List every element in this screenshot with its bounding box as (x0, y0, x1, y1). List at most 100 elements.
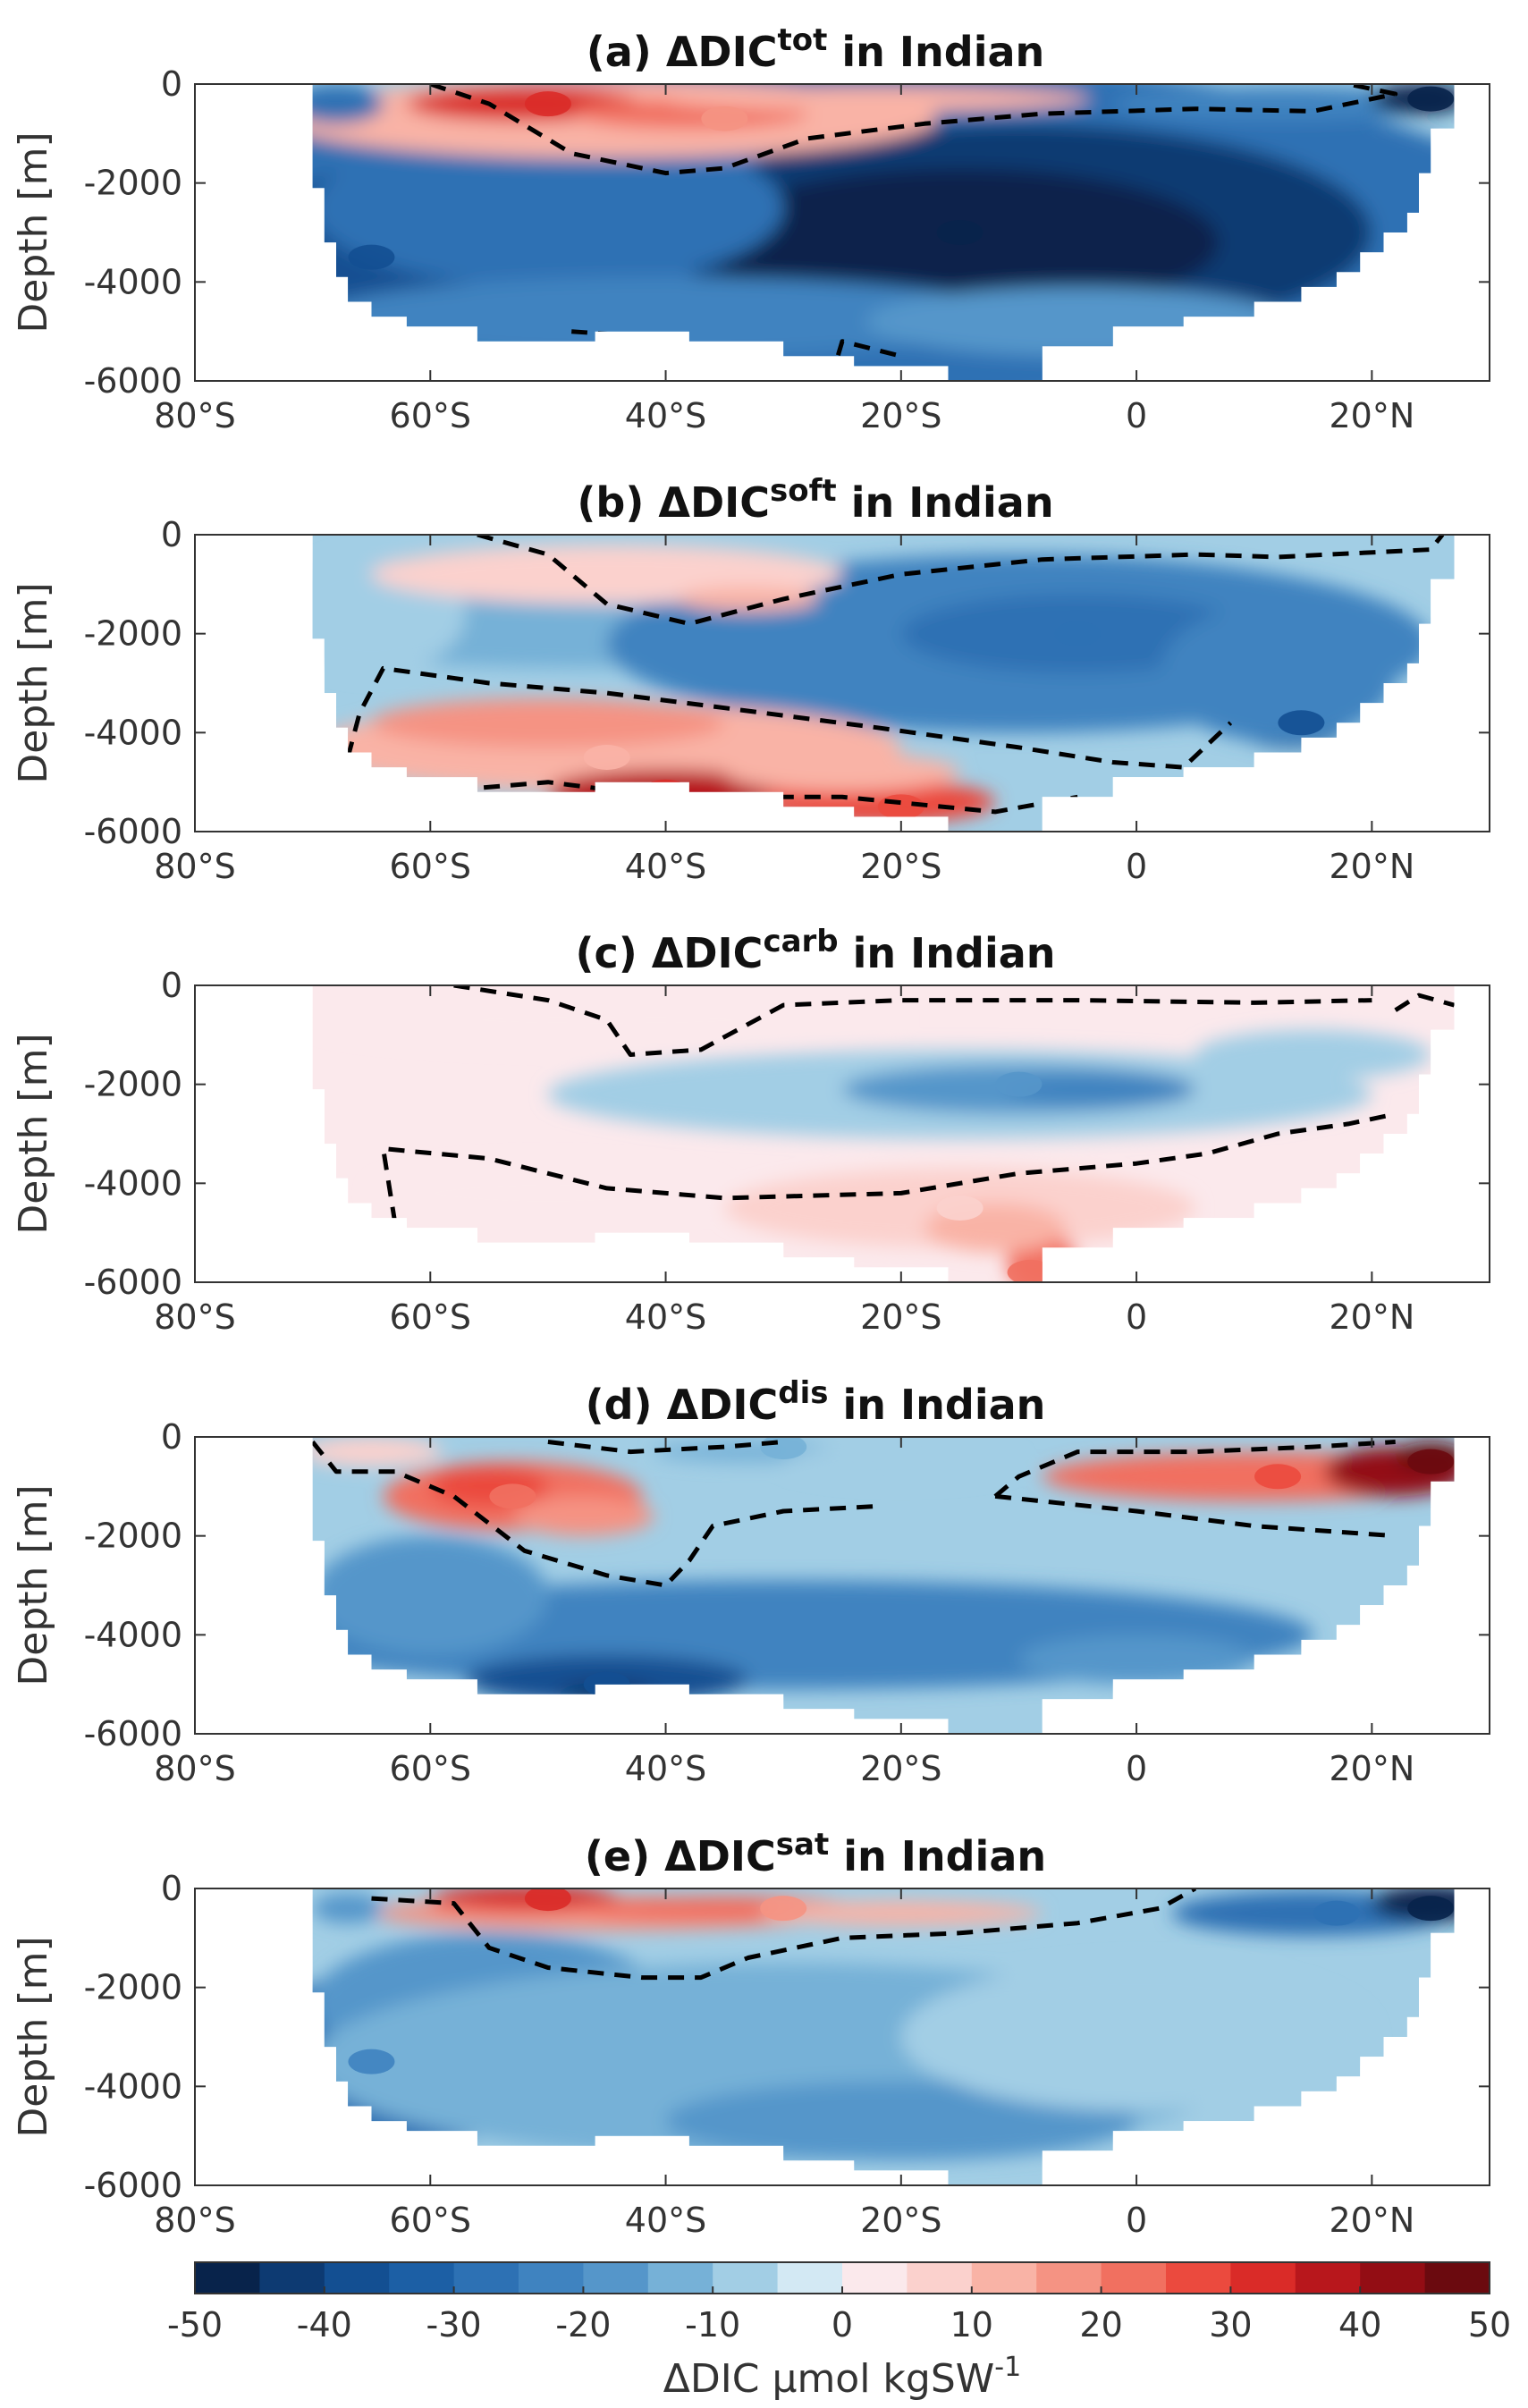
field-feature (524, 1888, 571, 1912)
y-tick-label: -4000 (84, 262, 182, 301)
axes-frame (194, 1888, 1490, 2186)
y-tick-label: -6000 (84, 1714, 182, 1753)
field-feature (936, 1196, 983, 1221)
x-tick-label: 60°S (390, 1297, 471, 1337)
x-tick-label: 60°S (390, 1749, 471, 1788)
colorbar-label: ΔDIC μmol kgSW-1 (663, 2352, 1021, 2402)
colorbar-segment (453, 2262, 519, 2294)
title-sup: dis (778, 1375, 828, 1411)
x-tick-label: 60°S (390, 396, 471, 435)
x-tick-label: 40°S (625, 1749, 706, 1788)
colorbar-segment (583, 2262, 649, 2294)
field-feature (1313, 1900, 1360, 1926)
title-sup: soft (770, 473, 837, 509)
colorbar-tick-label: 40 (1338, 2305, 1381, 2345)
title-main: (d) ΔDIC (586, 1381, 779, 1429)
title-main: (b) ΔDIC (577, 478, 770, 527)
colorbar-tick-label: 50 (1468, 2305, 1511, 2345)
y-tick-label: -4000 (84, 713, 182, 752)
colorbar-segment (1424, 2262, 1490, 2294)
colorbar-tick-label: -50 (167, 2305, 223, 2345)
y-tick-label: -2000 (84, 1968, 182, 2007)
colorbar-segment (389, 2262, 455, 2294)
zero-contour (371, 1888, 1197, 1981)
field-blob (371, 697, 725, 748)
y-tick-label: -6000 (84, 1263, 182, 1302)
zero-contour (381, 1111, 1397, 1223)
colorbar-segment (1036, 2262, 1102, 2294)
title-suffix: in Indian (828, 1381, 1045, 1429)
axes-frame (194, 984, 1490, 1283)
y-tick-label: -2000 (84, 614, 182, 654)
title-suffix: in Indian (829, 1832, 1046, 1880)
colorbar-segment (777, 2262, 843, 2294)
axes-frame (194, 534, 1490, 832)
x-tick-label: 20°N (1329, 847, 1414, 886)
field-feature (877, 794, 924, 820)
colorbar-segment (519, 2262, 584, 2294)
colorbar-tick-label: -30 (426, 2305, 482, 2345)
y-tick-label: -6000 (84, 2166, 182, 2205)
field-feature (348, 244, 395, 270)
x-tick-label: 20°S (860, 1749, 941, 1788)
x-tick-label: 40°S (625, 396, 706, 435)
x-tick-label: 0 (1126, 2201, 1147, 2240)
field-feature (1407, 1449, 1455, 1474)
field (312, 1437, 1455, 1734)
axes-frame (194, 1436, 1490, 1735)
colorbar-segment (971, 2262, 1037, 2294)
x-tick-label: 0 (1126, 847, 1147, 886)
field-blob (312, 1437, 443, 1467)
x-tick-label: 20°N (1329, 396, 1414, 435)
field-feature (760, 1437, 807, 1460)
zero-contour (547, 1440, 784, 1455)
colorbar-segment (1101, 2262, 1167, 2294)
x-tick-label: 0 (1126, 1297, 1147, 1337)
y-axis-label: Depth [m] (11, 582, 56, 783)
y-tick-label: -6000 (84, 812, 182, 851)
zero-contour (994, 1493, 1396, 1539)
title-sup: carb (763, 924, 838, 959)
title-sup: sat (776, 1827, 829, 1863)
field-feature (1007, 1259, 1054, 1282)
y-axis-label: Depth [m] (11, 1484, 56, 1686)
field-blob (371, 1163, 725, 1223)
field-blob (1007, 1074, 1195, 1104)
field-feature (1407, 1896, 1455, 1922)
colorbar-tick-label: -10 (685, 2305, 740, 2345)
field-blob (512, 1496, 654, 1536)
field-feature (701, 106, 748, 131)
field-blob (312, 1535, 548, 1655)
colorbar-tick-label: 30 (1209, 2305, 1252, 2345)
field-blob (430, 1888, 619, 1911)
zero-contour (429, 84, 1398, 176)
y-axis-label: Depth [m] (11, 1936, 56, 2137)
field-blob (312, 1893, 384, 1923)
y-axis-label: Depth [m] (11, 1033, 56, 1234)
field-feature (1407, 86, 1455, 112)
x-tick-label: 0 (1126, 396, 1147, 435)
x-tick-label: 40°S (625, 2201, 706, 2240)
panel-title: (d) ΔDICdis in Indian (586, 1375, 1046, 1429)
panel-title: (a) ΔDICtot in Indian (587, 22, 1045, 76)
field-feature (1278, 710, 1325, 736)
field-blob (665, 2081, 1137, 2161)
colorbar-segment (195, 2262, 260, 2294)
y-tick-label: -2000 (84, 164, 182, 203)
colorbar-segment (842, 2262, 908, 2294)
panel-b: 80°S 60°S 40°S 20°S 0 20°N 0 -2000 -4000 -6000 Dep… (11, 473, 1490, 886)
colorbar-segment (713, 2262, 779, 2294)
colorbar-tick-label: 0 (832, 2305, 853, 2345)
field-blob (1112, 86, 1443, 122)
x-tick-label: 40°S (625, 847, 706, 886)
field-blob (724, 752, 960, 792)
panel-title: (e) ΔDICsat in Indian (585, 1827, 1046, 1880)
title-suffix: in Indian (839, 929, 1056, 977)
field-feature (583, 745, 630, 770)
colorbar-segment (1230, 2262, 1296, 2294)
field-blob (312, 276, 1019, 357)
colorbar-segment (259, 2262, 325, 2294)
y-tick-label: 0 (161, 966, 182, 1005)
x-tick-label: 80°S (154, 2201, 235, 2240)
y-axis-label: Depth [m] (11, 131, 56, 333)
